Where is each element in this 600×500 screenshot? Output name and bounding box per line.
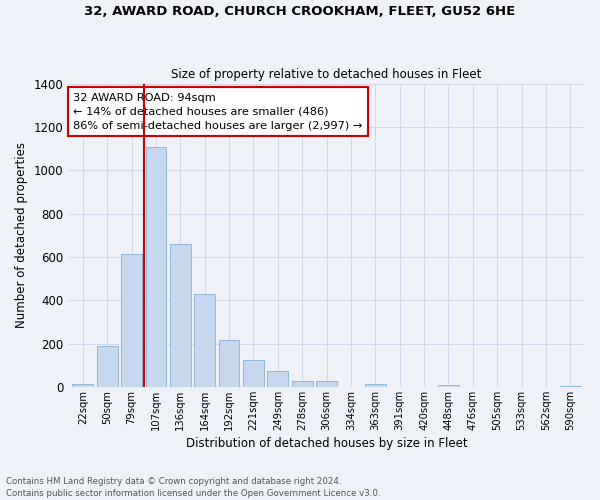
Bar [438, 385, 459, 387]
Bar [194, 294, 215, 387]
Bar [316, 382, 337, 387]
Bar [243, 360, 264, 387]
X-axis label: Distribution of detached houses by size in Fleet: Distribution of detached houses by size … [186, 437, 467, 450]
Bar [365, 384, 386, 387]
Text: 32, AWARD ROAD, CHURCH CROOKHAM, FLEET, GU52 6HE: 32, AWARD ROAD, CHURCH CROOKHAM, FLEET, … [85, 5, 515, 18]
Bar [97, 346, 118, 387]
Title: Size of property relative to detached houses in Fleet: Size of property relative to detached ho… [172, 68, 482, 81]
Y-axis label: Number of detached properties: Number of detached properties [15, 142, 28, 328]
Bar [73, 384, 93, 387]
Bar [219, 340, 239, 387]
Bar [292, 381, 313, 387]
Bar [560, 386, 581, 387]
Text: Contains HM Land Registry data © Crown copyright and database right 2024.
Contai: Contains HM Land Registry data © Crown c… [6, 476, 380, 498]
Bar [170, 244, 191, 387]
Bar [121, 254, 142, 387]
Text: 32 AWARD ROAD: 94sqm
← 14% of detached houses are smaller (486)
86% of semi-deta: 32 AWARD ROAD: 94sqm ← 14% of detached h… [73, 92, 363, 130]
Bar [268, 370, 288, 387]
Bar [146, 148, 166, 387]
